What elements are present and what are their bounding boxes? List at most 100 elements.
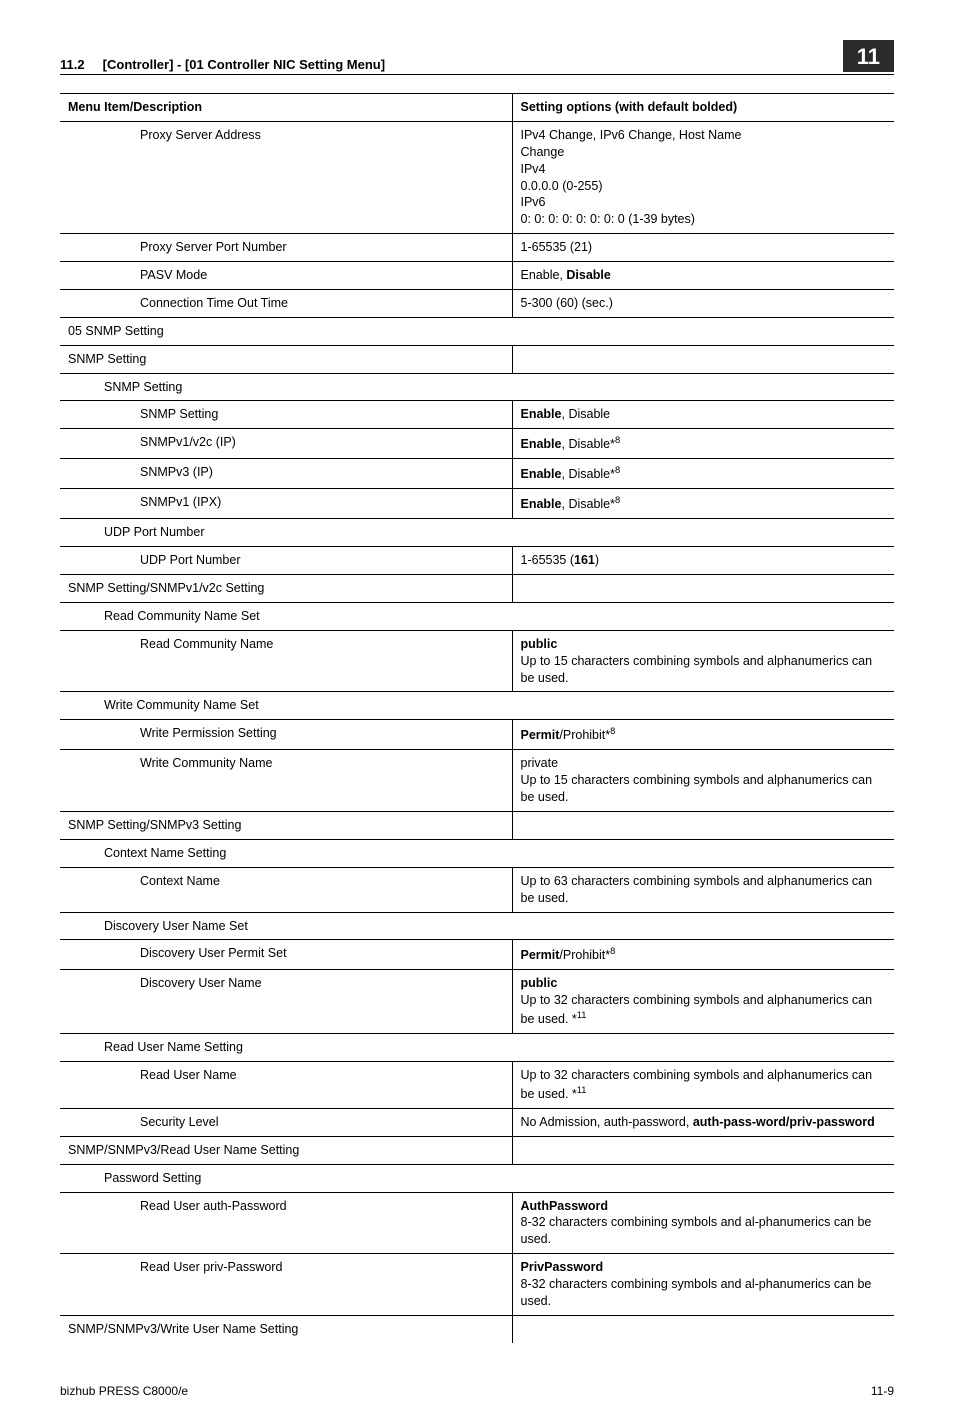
settings-table: Menu Item/Description Setting options (w… [60, 93, 894, 1343]
desc-cell: Write Community Name Set [96, 692, 894, 720]
indent-cell [60, 1192, 96, 1254]
desc-cell: Write Permission Setting [132, 720, 512, 750]
table-row: Write Community NameprivateUp to 15 char… [60, 750, 894, 812]
indent-cell [60, 1034, 96, 1062]
desc-cell: SNMPv3 (IP) [132, 459, 512, 489]
desc-cell: Read Community Name Set [96, 602, 894, 630]
opt-cell: Enable, Disable [512, 401, 894, 429]
table-row: Discovery User Name Set [60, 912, 894, 940]
table-row: SNMPv1/v2c (IP)Enable, Disable*8 [60, 429, 894, 459]
table-row: 05 SNMP Setting [60, 317, 894, 345]
indent-cell [96, 401, 132, 429]
desc-cell: Discovery User Name [132, 970, 512, 1034]
opt-cell: 1-65535 (21) [512, 234, 894, 262]
table-row: SNMPv1 (IPX)Enable, Disable*8 [60, 489, 894, 519]
table-row: UDP Port Number1-65535 (161) [60, 547, 894, 575]
indent-cell [96, 234, 132, 262]
opt-cell: Up to 32 characters combining symbols an… [512, 1062, 894, 1109]
opt-cell: publicUp to 32 characters combining symb… [512, 970, 894, 1034]
opt-cell: 5-300 (60) (sec.) [512, 289, 894, 317]
opt-cell [512, 812, 894, 840]
indent-cell [60, 1108, 96, 1136]
desc-cell: Security Level [132, 1108, 512, 1136]
opt-cell [512, 1136, 894, 1164]
table-header-row: Menu Item/Description Setting options (w… [60, 94, 894, 122]
table-row: Security LevelNo Admission, auth-passwor… [60, 1108, 894, 1136]
indent-cell [96, 459, 132, 489]
indent-cell [60, 289, 96, 317]
table-row: PASV ModeEnable, Disable [60, 262, 894, 290]
opt-cell: IPv4 Change, IPv6 Change, Host NameChang… [512, 121, 894, 233]
opt-cell [512, 575, 894, 603]
opt-cell: publicUp to 15 characters combining symb… [512, 630, 894, 692]
table-row: SNMPv3 (IP)Enable, Disable*8 [60, 459, 894, 489]
indent-cell [96, 121, 132, 233]
page-header: 11.2 [Controller] - [01 Controller NIC S… [60, 40, 894, 75]
table-row: Read User priv-PasswordPrivPassword8-32 … [60, 1254, 894, 1316]
indent-cell [60, 750, 96, 812]
table-row: Read User NameUp to 32 characters combin… [60, 1062, 894, 1109]
indent-cell [96, 1108, 132, 1136]
desc-cell: 05 SNMP Setting [60, 317, 894, 345]
indent-cell [96, 489, 132, 519]
col-header-opt: Setting options (with default bolded) [512, 94, 894, 122]
indent-cell [60, 234, 96, 262]
desc-cell: Write Community Name [132, 750, 512, 812]
opt-cell: Enable, Disable*8 [512, 429, 894, 459]
indent-cell [60, 839, 96, 867]
indent-cell [60, 940, 96, 970]
opt-cell: Enable, Disable*8 [512, 489, 894, 519]
table-row: SNMP Setting [60, 345, 894, 373]
desc-cell: Discovery User Name Set [96, 912, 894, 940]
table-row: Connection Time Out Time5-300 (60) (sec.… [60, 289, 894, 317]
page-footer: bizhub PRESS C8000/e 11-9 [60, 1383, 894, 1398]
indent-cell [96, 867, 132, 912]
indent-cell [96, 547, 132, 575]
table-row: Read User Name Setting [60, 1034, 894, 1062]
table-row: Read User auth-PasswordAuthPassword8-32 … [60, 1192, 894, 1254]
indent-cell [96, 940, 132, 970]
table-row: SNMP Setting [60, 373, 894, 401]
desc-cell: SNMP Setting [132, 401, 512, 429]
desc-cell: Context Name Setting [96, 839, 894, 867]
table-row: SNMP/SNMPv3/Write User Name Setting [60, 1315, 894, 1342]
table-row: Write Community Name Set [60, 692, 894, 720]
desc-cell: Password Setting [96, 1164, 894, 1192]
desc-cell: Read User Name Setting [96, 1034, 894, 1062]
indent-cell [96, 289, 132, 317]
col-header-desc: Menu Item/Description [60, 94, 512, 122]
indent-cell [60, 121, 96, 233]
desc-cell: Proxy Server Port Number [132, 234, 512, 262]
desc-cell: UDP Port Number [132, 547, 512, 575]
section-heading: 11.2 [Controller] - [01 Controller NIC S… [60, 57, 843, 72]
footer-left: bizhub PRESS C8000/e [60, 1384, 188, 1398]
desc-cell: Connection Time Out Time [132, 289, 512, 317]
opt-cell: PrivPassword8-32 characters combining sy… [512, 1254, 894, 1316]
desc-cell: SNMP Setting [60, 345, 512, 373]
indent-cell [60, 519, 96, 547]
table-row: UDP Port Number [60, 519, 894, 547]
indent-cell [60, 1062, 96, 1109]
indent-cell [96, 970, 132, 1034]
page: 11.2 [Controller] - [01 Controller NIC S… [0, 0, 954, 1428]
section-title: [Controller] - [01 Controller NIC Settin… [103, 57, 385, 72]
chapter-number-box: 11 [843, 40, 894, 72]
desc-cell: Context Name [132, 867, 512, 912]
indent-cell [60, 373, 96, 401]
opt-cell: No Admission, auth-password, auth-pass-w… [512, 1108, 894, 1136]
indent-cell [96, 1254, 132, 1316]
desc-cell: Read User priv-Password [132, 1254, 512, 1316]
table-row: SNMP Setting/SNMPv3 Setting [60, 812, 894, 840]
table-row: Write Permission SettingPermit/Prohibit*… [60, 720, 894, 750]
indent-cell [60, 401, 96, 429]
table-row: Read Community Name Set [60, 602, 894, 630]
indent-cell [60, 867, 96, 912]
indent-cell [96, 429, 132, 459]
opt-cell: Permit/Prohibit*8 [512, 720, 894, 750]
table-body: Proxy Server AddressIPv4 Change, IPv6 Ch… [60, 121, 894, 1342]
indent-cell [60, 692, 96, 720]
indent-cell [60, 602, 96, 630]
table-row: SNMP SettingEnable, Disable [60, 401, 894, 429]
footer-right: 11-9 [871, 1384, 894, 1398]
desc-cell: PASV Mode [132, 262, 512, 290]
